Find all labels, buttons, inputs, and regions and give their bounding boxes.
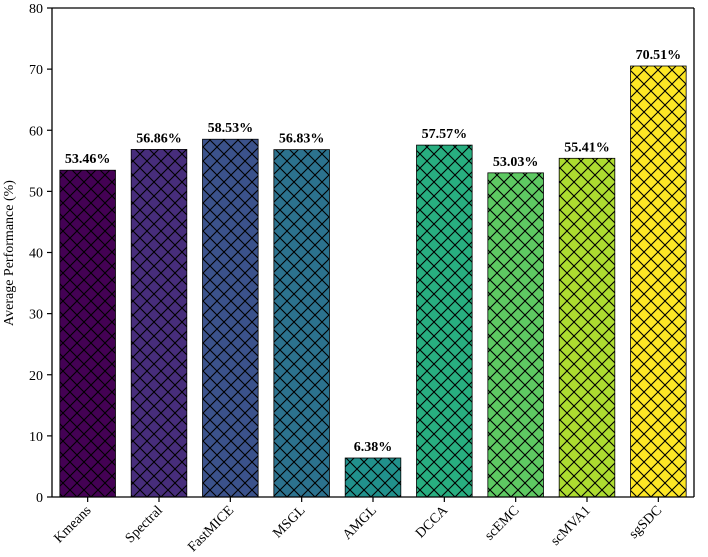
x-tick-label-scmva1: scMVA1: [548, 503, 594, 549]
bar-sgsdc: [630, 65, 687, 498]
x-tick-label-kmeans: Kmeans: [51, 503, 94, 546]
x-axis: Kmeans Spectral FastMICE MSGL AMGL DCCA scEMC s…: [51, 496, 694, 555]
data-label-fastmice: 58.53%: [208, 121, 254, 136]
data-label-scmva1: 55.41%: [564, 140, 610, 155]
bar-scemc: [487, 172, 544, 498]
data-label-spectral: 56.86%: [136, 131, 182, 146]
data-labels-layer: 53.46% 56.86% 58.53% 56.83% 6.38% 57.57% 53.03…: [65, 48, 681, 455]
y-tick-label: 0: [36, 491, 43, 506]
y-tick-label: 10: [29, 430, 43, 445]
bars-layer: [59, 65, 687, 498]
x-tick-label-dcca: DCCA: [413, 503, 452, 542]
y-tick-label: 70: [29, 63, 43, 78]
x-tick-label-sgsdc: sgSDC: [626, 503, 665, 542]
x-tick-label-amgl: AMGL: [340, 503, 380, 543]
y-axis: 0 10 20 30 40 50 60 70 80: [29, 2, 695, 506]
x-tick-label-fastmice: FastMICE: [185, 503, 237, 555]
x-tick-label-scemc: scEMC: [482, 503, 522, 543]
bar-msgl: [273, 149, 330, 498]
data-label-scemc: 53.03%: [493, 155, 539, 170]
x-tick-label-msgl: MSGL: [270, 503, 308, 541]
bar-kmeans: [59, 169, 116, 498]
y-tick-label: 80: [29, 2, 43, 17]
y-tick-label: 40: [29, 247, 43, 262]
data-label-sgsdc: 70.51%: [636, 48, 682, 63]
y-tick-label: 30: [29, 308, 43, 323]
y-axis-title: Average Performance (%): [2, 180, 17, 326]
y-tick-label: 20: [29, 369, 43, 384]
y-tick-label: 50: [29, 185, 43, 200]
data-label-msgl: 56.83%: [279, 132, 325, 147]
x-tick-label-spectral: Spectral: [123, 503, 166, 546]
data-label-dcca: 57.57%: [422, 127, 468, 142]
bar-spectral: [130, 149, 188, 498]
y-tick-label: 60: [29, 124, 43, 139]
bar-scmva1: [558, 157, 616, 498]
bar-fastmice: [202, 138, 259, 498]
data-label-amgl: 6.38%: [354, 440, 393, 455]
bar-amgl: [344, 457, 402, 498]
bar-dcca: [416, 144, 473, 498]
data-label-kmeans: 53.46%: [65, 152, 111, 167]
